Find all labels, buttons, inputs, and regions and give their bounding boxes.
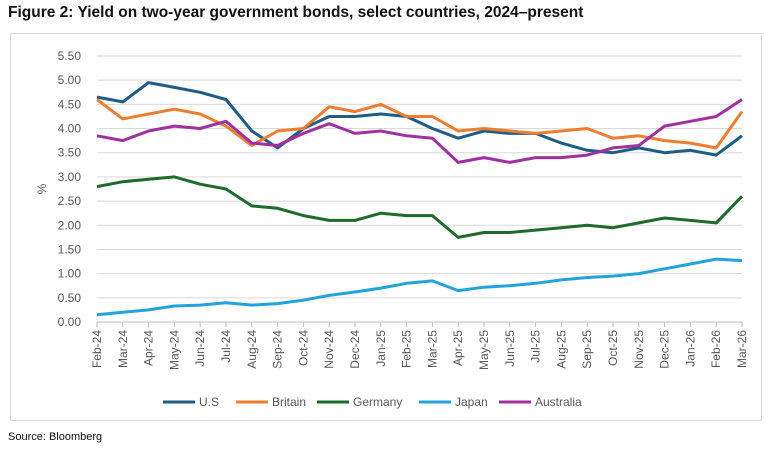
- x-tick-label: Jun-24: [193, 330, 207, 367]
- y-tick-label: 4.50: [58, 97, 82, 111]
- y-tick-label: 5.50: [58, 49, 82, 63]
- x-tick-label: May-25: [477, 330, 491, 370]
- legend-label: Japan: [455, 395, 488, 409]
- x-tick-label: Aug-25: [554, 330, 568, 369]
- series-line-japan: [96, 257, 743, 317]
- chart-title: Figure 2: Yield on two-year government b…: [8, 4, 584, 21]
- chart-frame: [10, 33, 762, 421]
- x-tick-label: Dec-25: [658, 330, 672, 369]
- x-tick-label: May-24: [167, 330, 181, 370]
- series-line-germany: [96, 175, 744, 239]
- source-note: Source: Bloomberg: [8, 431, 103, 443]
- series-line-australia: [96, 98, 743, 164]
- x-tick-label: Apr-25: [451, 330, 465, 366]
- series-line-britain: [96, 98, 744, 150]
- y-tick-label: 5.00: [58, 73, 82, 87]
- y-axis-label: %: [35, 183, 49, 194]
- x-tick-label: Dec-24: [348, 330, 362, 369]
- x-tick-label: Feb-25: [400, 330, 414, 368]
- y-tick-label: 2.00: [58, 218, 82, 232]
- legend-label: Australia: [535, 395, 582, 409]
- x-tick-label: Oct-24: [296, 330, 310, 366]
- x-tick-label: Feb-26: [709, 330, 723, 368]
- legend-label: Britain: [272, 395, 306, 409]
- x-tick-label: Jun-25: [503, 330, 517, 367]
- x-tick-label: Apr-24: [142, 330, 156, 366]
- x-tick-label: Mar-25: [425, 330, 439, 368]
- x-tick-label: Sep-24: [271, 330, 285, 369]
- y-tick-label: 3.00: [58, 170, 82, 184]
- x-tick-label: Nov-25: [632, 330, 646, 369]
- x-tick-label: Jan-25: [374, 330, 388, 367]
- y-tick-label: 0.50: [58, 291, 82, 305]
- y-tick-label: 4.00: [58, 122, 82, 136]
- x-tick-label: Sep-25: [580, 330, 594, 369]
- x-tick-label: Nov-24: [322, 330, 336, 369]
- x-tick-label: Jan-26: [683, 330, 697, 367]
- y-tick-label: 1.50: [58, 242, 82, 256]
- y-tick-label: 1.00: [58, 267, 82, 281]
- x-tick-label: Jul-24: [219, 330, 233, 363]
- x-tick-label: Oct-25: [606, 330, 620, 366]
- y-tick-label: 3.50: [58, 146, 82, 160]
- y-tick-label: 0.00: [58, 315, 82, 329]
- y-tick-label: 2.50: [58, 194, 82, 208]
- x-tick-label: Aug-24: [245, 330, 259, 369]
- legend-label: U.S: [199, 395, 219, 409]
- x-tick-label: Mar-26: [735, 330, 749, 368]
- x-tick-label: Jul-25: [529, 330, 543, 363]
- x-tick-label: Feb-24: [90, 330, 104, 368]
- x-tick-label: Mar-24: [116, 330, 130, 368]
- legend-label: Germany: [353, 395, 402, 409]
- series-line-us: [96, 81, 743, 157]
